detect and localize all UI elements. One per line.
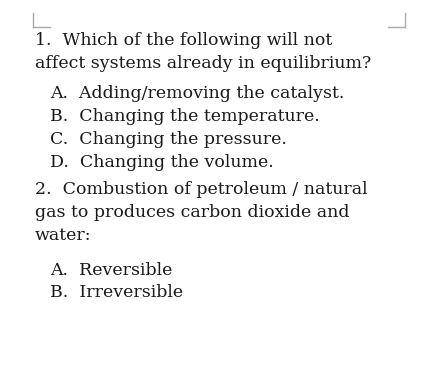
Text: water:: water:: [35, 227, 92, 244]
Text: A.  Adding/removing the catalyst.: A. Adding/removing the catalyst.: [50, 85, 345, 102]
Text: B.  Changing the temperature.: B. Changing the temperature.: [50, 108, 320, 125]
Text: gas to produces carbon dioxide and: gas to produces carbon dioxide and: [35, 204, 350, 221]
Text: B.  Irreversible: B. Irreversible: [50, 285, 184, 301]
Text: D.  Changing the volume.: D. Changing the volume.: [50, 154, 274, 171]
Text: 1.  Which of the following will not: 1. Which of the following will not: [35, 32, 332, 49]
Text: affect systems already in equilibrium?: affect systems already in equilibrium?: [35, 55, 371, 72]
Text: A.  Reversible: A. Reversible: [50, 262, 173, 278]
Text: C.  Changing the pressure.: C. Changing the pressure.: [50, 131, 287, 148]
Text: 2.  Combustion of petroleum / natural: 2. Combustion of petroleum / natural: [35, 181, 367, 198]
